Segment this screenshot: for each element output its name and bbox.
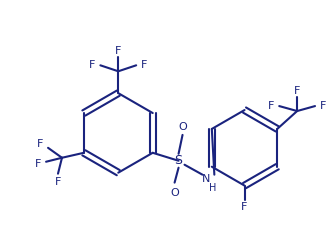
Text: S: S	[174, 154, 183, 167]
Text: N: N	[202, 174, 211, 184]
Text: F: F	[241, 202, 248, 212]
Text: O: O	[178, 122, 187, 132]
Text: F: F	[294, 86, 300, 96]
Text: F: F	[268, 101, 274, 111]
Text: F: F	[55, 177, 61, 187]
Text: F: F	[115, 46, 121, 56]
Text: F: F	[89, 60, 96, 70]
Text: F: F	[320, 101, 326, 111]
Text: F: F	[35, 159, 41, 169]
Text: F: F	[37, 139, 43, 149]
Text: F: F	[141, 60, 147, 70]
Text: H: H	[209, 183, 216, 193]
Text: O: O	[170, 188, 179, 198]
